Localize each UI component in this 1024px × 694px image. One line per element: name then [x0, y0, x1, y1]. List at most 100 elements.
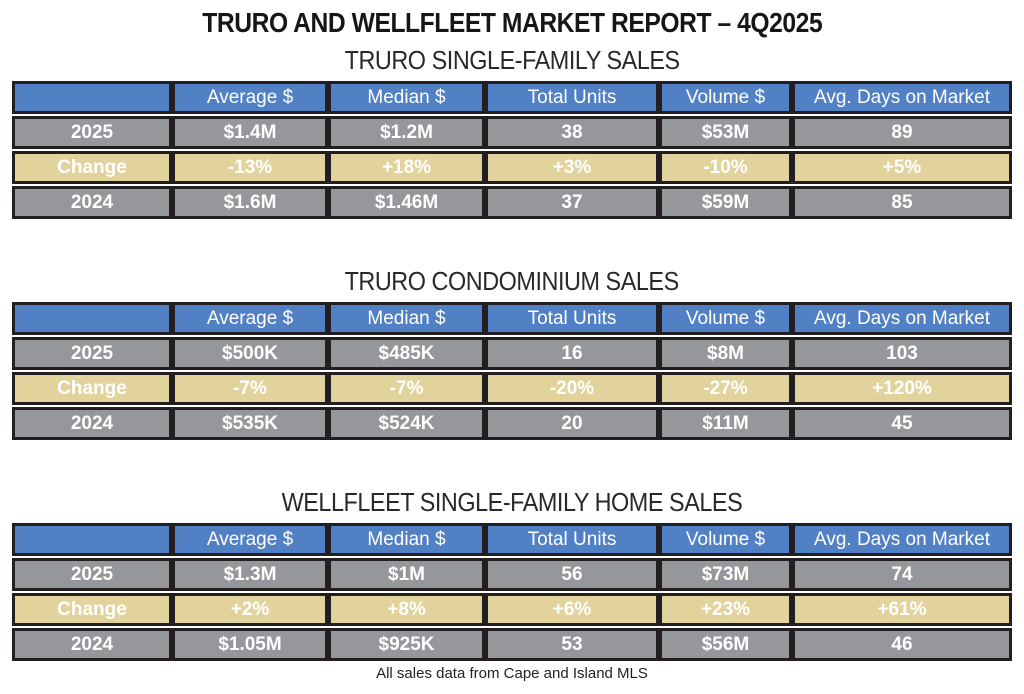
value-cell: $53M: [659, 116, 792, 149]
value-cell: $524K: [328, 407, 485, 440]
row-label: 2025: [12, 116, 172, 149]
value-cell: +3%: [485, 151, 659, 184]
value-cell: 53: [485, 628, 659, 661]
row-label: Change: [12, 151, 172, 184]
value-cell: 38: [485, 116, 659, 149]
row-label: 2024: [12, 407, 172, 440]
value-cell: +120%: [792, 372, 1012, 405]
row-label: 2025: [12, 337, 172, 370]
table-row-year: 2025 $500K $485K 16 $8M 103: [12, 337, 1012, 370]
table-row-change: Change -13% +18% +3% -10% +5%: [12, 151, 1012, 184]
table-title-text: WELLFLEET SINGLE-FAMILY HOME SALES: [281, 487, 743, 517]
value-cell: $56M: [659, 628, 792, 661]
corner-cell: [12, 81, 172, 114]
column-header: Average $: [172, 523, 328, 556]
column-header: Volume $: [659, 523, 792, 556]
value-cell: 89: [792, 116, 1012, 149]
value-cell: +23%: [659, 593, 792, 626]
value-cell: $500K: [172, 337, 328, 370]
value-cell: $1.2M: [328, 116, 485, 149]
column-header: Avg. Days on Market: [792, 302, 1012, 335]
table-title: TRURO CONDOMINIUM SALES: [12, 267, 1012, 296]
column-header: Total Units: [485, 302, 659, 335]
value-cell: $1.4M: [172, 116, 328, 149]
value-cell: $8M: [659, 337, 792, 370]
value-cell: 85: [792, 186, 1012, 219]
value-cell: $1.6M: [172, 186, 328, 219]
column-header: Avg. Days on Market: [792, 523, 1012, 556]
column-header: Average $: [172, 81, 328, 114]
column-header: Total Units: [485, 523, 659, 556]
header-row: Average $ Median $ Total Units Volume $ Avg.…: [12, 523, 1012, 556]
value-cell: +6%: [485, 593, 659, 626]
value-cell: $1.46M: [328, 186, 485, 219]
value-cell: 56: [485, 558, 659, 591]
table-row-year: 2025 $1.3M $1M 56 $73M 74: [12, 558, 1012, 591]
value-cell: 46: [792, 628, 1012, 661]
table-section-2: WELLFLEET SINGLE-FAMILY HOME SALES Averag…: [12, 488, 1012, 663]
table-title-text: TRURO CONDOMINIUM SALES: [344, 266, 680, 296]
corner-cell: [12, 302, 172, 335]
value-cell: $485K: [328, 337, 485, 370]
column-header: Volume $: [659, 81, 792, 114]
row-label: 2024: [12, 186, 172, 219]
table-section-0: TRURO SINGLE-FAMILY SALES Average $ Median…: [12, 46, 1012, 221]
value-cell: +18%: [328, 151, 485, 184]
value-cell: +61%: [792, 593, 1012, 626]
value-cell: $11M: [659, 407, 792, 440]
value-cell: 103: [792, 337, 1012, 370]
value-cell: $925K: [328, 628, 485, 661]
corner-cell: [12, 523, 172, 556]
tables-container: TRURO SINGLE-FAMILY SALES Average $ Median…: [0, 46, 1024, 663]
value-cell: $73M: [659, 558, 792, 591]
value-cell: $1M: [328, 558, 485, 591]
value-cell: 45: [792, 407, 1012, 440]
value-cell: $1.05M: [172, 628, 328, 661]
column-header: Avg. Days on Market: [792, 81, 1012, 114]
value-cell: -7%: [172, 372, 328, 405]
row-label: Change: [12, 593, 172, 626]
table-section-1: TRURO CONDOMINIUM SALES Average $ Median $…: [12, 267, 1012, 442]
column-header: Total Units: [485, 81, 659, 114]
table-row-year: 2024 $1.05M $925K 53 $56M 46: [12, 628, 1012, 661]
value-cell: -20%: [485, 372, 659, 405]
row-label: 2024: [12, 628, 172, 661]
value-cell: 74: [792, 558, 1012, 591]
data-source-note: All sales data from Cape and Island MLS: [376, 665, 648, 682]
value-cell: +2%: [172, 593, 328, 626]
column-header: Average $: [172, 302, 328, 335]
value-cell: +8%: [328, 593, 485, 626]
report-title-text: TRURO AND WELLFLEET MARKET REPORT – 4Q20…: [202, 7, 822, 38]
row-label: 2025: [12, 558, 172, 591]
sales-table-0: Average $ Median $ Total Units Volume $ Avg.…: [12, 79, 1012, 221]
value-cell: $1.3M: [172, 558, 328, 591]
value-cell: 16: [485, 337, 659, 370]
table-title: TRURO SINGLE-FAMILY SALES: [12, 46, 1012, 75]
table-title-text: TRURO SINGLE-FAMILY SALES: [344, 45, 680, 75]
value-cell: -10%: [659, 151, 792, 184]
row-label: Change: [12, 372, 172, 405]
table-row-change: Change -7% -7% -20% -27% +120%: [12, 372, 1012, 405]
header-row: Average $ Median $ Total Units Volume $ Avg.…: [12, 302, 1012, 335]
value-cell: $59M: [659, 186, 792, 219]
table-row-change: Change +2% +8% +6% +23% +61%: [12, 593, 1012, 626]
table-title: WELLFLEET SINGLE-FAMILY HOME SALES: [12, 488, 1012, 517]
column-header: Median $: [328, 81, 485, 114]
column-header: Volume $: [659, 302, 792, 335]
table-row-year: 2025 $1.4M $1.2M 38 $53M 89: [12, 116, 1012, 149]
column-header: Median $: [328, 302, 485, 335]
value-cell: -13%: [172, 151, 328, 184]
header-row: Average $ Median $ Total Units Volume $ Avg.…: [12, 81, 1012, 114]
value-cell: $535K: [172, 407, 328, 440]
column-header: Median $: [328, 523, 485, 556]
report-title: TRURO AND WELLFLEET MARKET REPORT – 4Q20…: [0, 8, 1024, 38]
sales-table-1: Average $ Median $ Total Units Volume $ Avg.…: [12, 300, 1012, 442]
value-cell: +5%: [792, 151, 1012, 184]
value-cell: -7%: [328, 372, 485, 405]
value-cell: -27%: [659, 372, 792, 405]
value-cell: 20: [485, 407, 659, 440]
sales-table-2: Average $ Median $ Total Units Volume $ Avg.…: [12, 521, 1012, 663]
table-row-year: 2024 $535K $524K 20 $11M 45: [12, 407, 1012, 440]
value-cell: 37: [485, 186, 659, 219]
